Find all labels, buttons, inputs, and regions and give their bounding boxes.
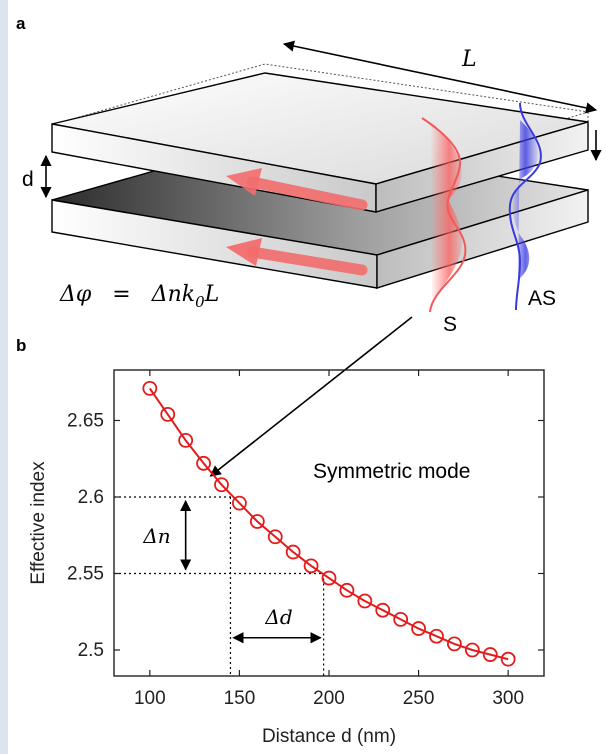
symmetric-mode-label: S xyxy=(443,313,457,336)
data-point xyxy=(267,529,283,545)
data-point xyxy=(500,651,516,667)
x-tick-label: 100 xyxy=(134,688,166,709)
y-tick-label: 2.55 xyxy=(67,563,104,584)
data-point xyxy=(447,636,462,652)
panel-label-b: b xyxy=(16,336,27,355)
series-line xyxy=(148,387,509,661)
effective-index-chart: 100 150 200 250 300 2.5 2.55 2.6 2.65 Symmetric… xyxy=(28,369,545,747)
data-point xyxy=(411,621,426,636)
data-point xyxy=(232,495,247,511)
data-point xyxy=(142,380,158,396)
phase-equation: Δφ = Δnk0L xyxy=(59,282,219,311)
length-dimension: L xyxy=(282,40,598,114)
panel-label-a: a xyxy=(16,14,26,33)
left-margin-strip xyxy=(0,0,8,754)
propagation-arrow-top xyxy=(226,168,368,211)
y-ticks: 2.5 2.55 2.6 2.65 xyxy=(67,410,544,661)
eq-sign: = xyxy=(112,282,130,307)
pointer-arrow xyxy=(209,316,413,477)
length-label: L xyxy=(461,47,477,72)
delta-d-label: Δd xyxy=(264,605,292,629)
symmetric-mode-profile xyxy=(421,117,467,313)
x-tick-label: 200 xyxy=(313,688,345,709)
eq-rhs: Δnk xyxy=(151,282,195,307)
guide-lines xyxy=(114,496,325,676)
plot-frame xyxy=(113,369,545,677)
y-tick-label: 2.6 xyxy=(78,487,104,508)
data-point xyxy=(429,628,444,644)
data-point xyxy=(249,514,265,529)
data-point xyxy=(214,477,229,493)
y-axis-title: Effective index xyxy=(28,461,49,585)
x-ticks: 100 150 200 250 300 xyxy=(134,370,524,709)
chart-annotations: Symmetric mode Δn Δd xyxy=(142,460,471,644)
eq-sub: 0 xyxy=(195,293,205,311)
antisymmetric-mode-label: AS xyxy=(528,287,556,310)
x-axis-title: Distance d (nm) xyxy=(262,726,396,747)
data-point xyxy=(303,558,319,574)
gap-dimension: d xyxy=(22,154,52,199)
y-tick-label: 2.65 xyxy=(67,410,104,431)
eq-lhs: Δφ xyxy=(59,282,92,307)
antisymmetric-mode-profile xyxy=(508,102,542,311)
y-tick-label: 2.5 xyxy=(78,640,104,661)
x-tick-label: 250 xyxy=(403,688,435,709)
data-point xyxy=(285,544,301,560)
data-point xyxy=(196,455,211,471)
x-tick-label: 150 xyxy=(224,688,256,709)
mode-annotation: Symmetric mode xyxy=(313,460,471,483)
data-point xyxy=(339,582,355,598)
data-point xyxy=(321,570,337,586)
svg-text:Δφ = Δnk0L: Δφ = Δnk0L xyxy=(59,282,219,311)
data-point xyxy=(464,642,480,658)
eq-end: L xyxy=(204,282,220,307)
data-point xyxy=(357,593,373,609)
gap-label: d xyxy=(22,168,34,191)
delta-n-label: Δn xyxy=(142,524,170,548)
data-point xyxy=(160,406,176,422)
series-markers xyxy=(142,380,516,667)
schematic-panel: L d Δφ = Δnk0L S AS xyxy=(22,40,602,477)
data-point xyxy=(393,611,409,627)
x-tick-label: 300 xyxy=(492,688,524,709)
propagation-arrow-bottom xyxy=(226,238,368,276)
data-point xyxy=(482,647,498,662)
data-point xyxy=(178,432,194,448)
data-point xyxy=(375,602,391,618)
